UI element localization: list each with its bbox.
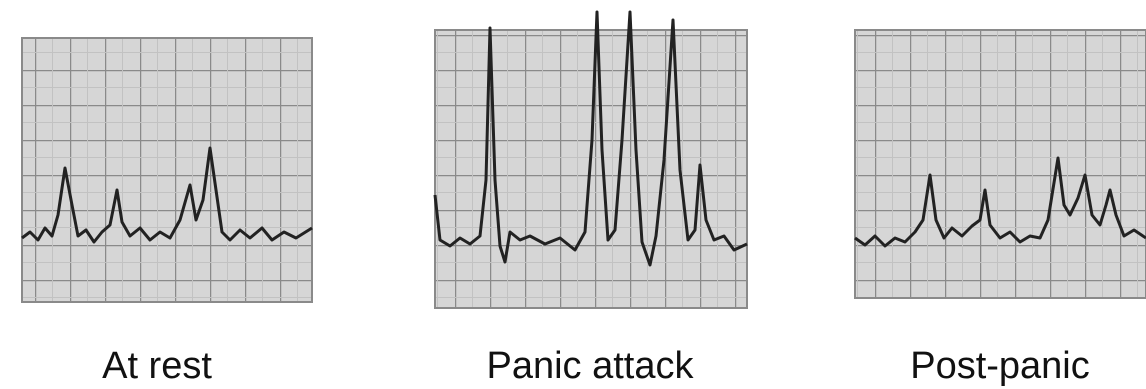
figure: At rest Panic attack Post-panic: [0, 0, 1146, 389]
panel-label: Post-panic: [910, 345, 1090, 387]
panel-at-rest: At rest: [22, 38, 312, 387]
ecg-grid: [855, 30, 1146, 298]
panel-label: At rest: [102, 345, 212, 387]
panel-label: Panic attack: [487, 345, 695, 387]
panel-panic-attack: Panic attack: [435, 12, 747, 387]
panel-post-panic: Post-panic: [855, 30, 1146, 387]
page: At rest Panic attack Post-panic (() => {…: [0, 0, 1146, 389]
